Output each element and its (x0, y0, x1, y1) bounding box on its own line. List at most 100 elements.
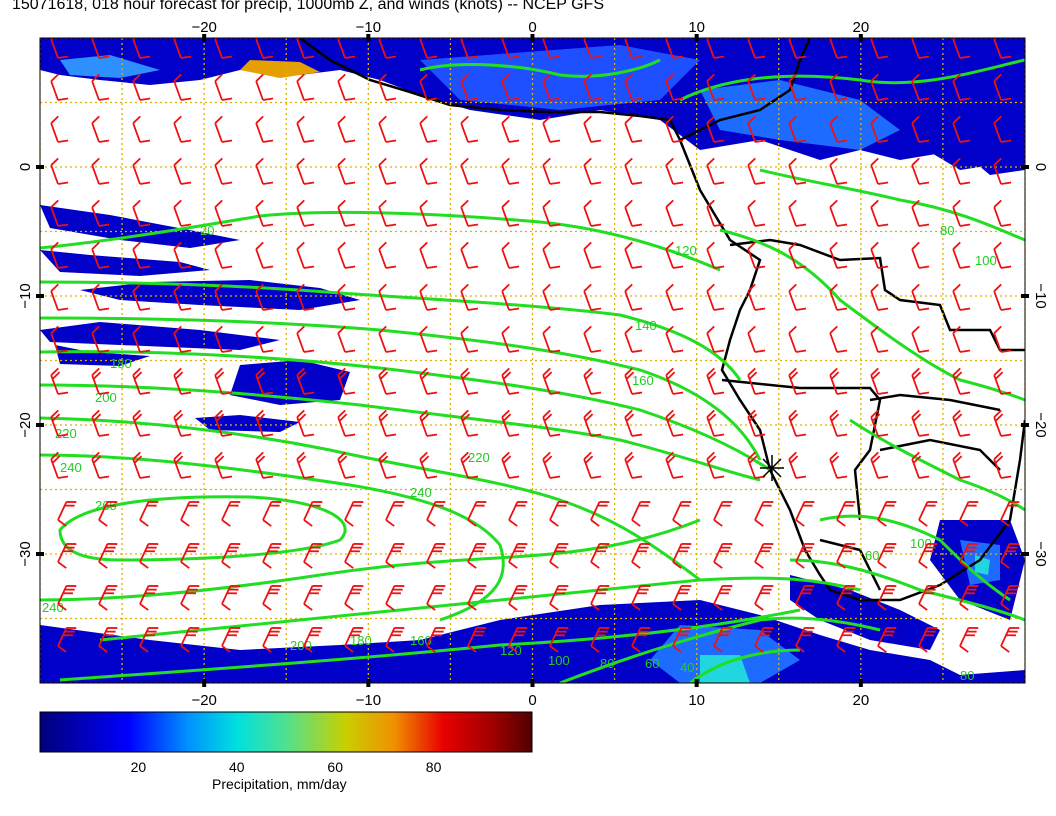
wind-barb (419, 325, 438, 353)
wind-barb (877, 500, 897, 527)
wind-barb (1000, 626, 1020, 653)
wind-barb (214, 367, 233, 395)
wind-barb (706, 241, 725, 269)
wind-barb (214, 451, 233, 479)
wind-barb (132, 157, 151, 185)
wind-barb (542, 283, 561, 311)
wind-barb (173, 241, 192, 269)
wind-barb (713, 500, 733, 527)
wind-barb (139, 542, 159, 569)
wind-barb (542, 157, 561, 185)
wind-barb (583, 367, 602, 395)
wind-barb (262, 500, 282, 527)
wind-barb (870, 241, 889, 269)
wind-barb (296, 451, 315, 479)
wind-barb (426, 626, 446, 653)
wind-barb (501, 73, 520, 101)
wind-barb (139, 584, 159, 611)
wind-barb (255, 367, 274, 395)
wind-barb (91, 241, 110, 269)
wind-barb (877, 542, 897, 569)
wind-barb (214, 199, 233, 227)
wind-barb (91, 73, 110, 101)
wind-barb (911, 241, 930, 269)
wind-barb (460, 241, 479, 269)
asterisk-marker (760, 455, 784, 481)
wind-barb (747, 409, 766, 437)
wind-barb (870, 325, 889, 353)
lon-tick-label-bottom: 0 (528, 692, 536, 709)
wind-barb (50, 451, 69, 479)
wind-barb (50, 409, 69, 437)
wind-barb (788, 73, 807, 101)
wind-barb (337, 451, 356, 479)
wind-barb (795, 584, 815, 611)
wind-barb (747, 115, 766, 143)
wind-barb (50, 325, 69, 353)
precip-band-1 (40, 205, 240, 248)
wind-barb (624, 73, 643, 101)
wind-barb (419, 115, 438, 143)
wind-barb (706, 283, 725, 311)
wind-barb (50, 157, 69, 185)
wind-barb (378, 73, 397, 101)
wind-barb (747, 367, 766, 395)
wind-barb (426, 542, 446, 569)
wind-barb (57, 542, 77, 569)
wind-barb (419, 409, 438, 437)
wind-barb (870, 409, 889, 437)
wind-barb (221, 584, 241, 611)
wind-barb (255, 451, 274, 479)
lon-tick-label-top: 0 (528, 19, 536, 36)
wind-barb (501, 241, 520, 269)
wind-barb (549, 584, 569, 611)
lon-tick-label-top: 10 (688, 19, 705, 36)
contour-label: 160 (410, 633, 432, 648)
wind-barb (952, 73, 971, 101)
wind-barb (460, 115, 479, 143)
wind-barb (173, 115, 192, 143)
wind-barb (98, 542, 118, 569)
wind-barb (91, 199, 110, 227)
lat-tick-label-right: −30 (1032, 541, 1049, 566)
wind-barb (918, 500, 938, 527)
wind-barb (877, 626, 897, 653)
wind-barb (460, 199, 479, 227)
wind-barb (173, 409, 192, 437)
wind-barb (993, 157, 1012, 185)
wind-barb (296, 73, 315, 101)
wind-barb (583, 157, 602, 185)
colorbar-ticks: 20 40 60 80 (131, 759, 442, 775)
geopotential-contours (40, 58, 1025, 683)
wind-barb (501, 325, 520, 353)
contour-label: 80 (600, 656, 614, 671)
wind-barb (460, 283, 479, 311)
lon-tick-label-top: −20 (191, 19, 216, 36)
lon-tick-label-bottom: −20 (191, 692, 216, 709)
wind-barb (836, 584, 856, 611)
wind-barb (296, 115, 315, 143)
wind-barb (1000, 542, 1020, 569)
contour-label: 180 (350, 633, 372, 648)
wind-barb (50, 115, 69, 143)
wind-barb (795, 500, 815, 527)
wind-barb (460, 409, 479, 437)
wind-barb (911, 409, 930, 437)
wind-barb (747, 73, 766, 101)
wind-barb (132, 409, 151, 437)
wind-barb (501, 283, 520, 311)
wind-barb (262, 542, 282, 569)
lat-tick-label-left: −10 (17, 283, 34, 308)
wind-barb (870, 367, 889, 395)
wind-barb (829, 73, 848, 101)
wind-barb (665, 241, 684, 269)
wind-barb (624, 115, 643, 143)
wind-barb (460, 73, 479, 101)
wind-barb (508, 626, 528, 653)
lon-tick-label-top: −10 (356, 19, 381, 36)
wind-barb (1000, 584, 1020, 611)
wind-barb (952, 115, 971, 143)
wind-barb (91, 157, 110, 185)
wind-barb (549, 542, 569, 569)
wind-barb (132, 199, 151, 227)
